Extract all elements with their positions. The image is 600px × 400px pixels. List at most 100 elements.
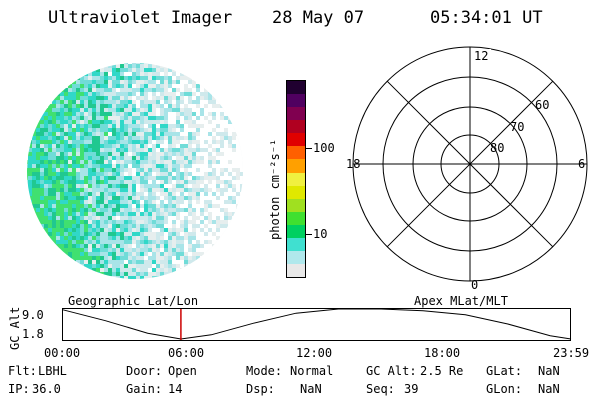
disk-pixel	[184, 228, 188, 232]
disk-pixel	[188, 160, 192, 164]
disk-pixel	[212, 136, 216, 140]
disk-pixel	[164, 84, 168, 88]
disk-pixel	[212, 244, 216, 248]
disk-pixel	[232, 188, 236, 192]
disk-pixel	[192, 76, 196, 80]
disk-pixel	[220, 192, 224, 196]
disk-pixel	[192, 100, 196, 104]
disk-pixel	[116, 120, 120, 124]
disk-pixel	[80, 208, 84, 212]
disk-pixel	[44, 156, 48, 160]
disk-pixel	[208, 156, 212, 160]
disk-pixel	[208, 212, 212, 216]
disk-pixel	[168, 104, 172, 108]
disk-pixel	[212, 248, 216, 252]
disk-pixel	[108, 92, 112, 96]
disk-pixel	[108, 276, 112, 279]
disk-pixel	[48, 164, 52, 168]
disk-pixel	[84, 180, 88, 184]
disk-pixel	[128, 248, 132, 252]
disk-pixel	[100, 200, 104, 204]
disk-pixel	[76, 212, 80, 216]
disk-pixel	[220, 172, 224, 176]
disk-pixel	[204, 240, 208, 244]
disk-pixel	[160, 244, 164, 248]
disk-pixel	[48, 152, 52, 156]
colorbar-segment	[287, 81, 305, 95]
disk-pixel	[184, 252, 188, 256]
disk-pixel	[72, 92, 76, 96]
disk-pixel	[132, 216, 136, 220]
disk-pixel	[168, 196, 172, 200]
disk-pixel	[136, 108, 140, 112]
disk-pixel	[176, 76, 180, 80]
disk-pixel	[120, 160, 124, 164]
disk-pixel	[108, 80, 112, 84]
disk-pixel	[168, 144, 172, 148]
disk-pixel	[152, 136, 156, 140]
disk-pixel	[132, 164, 136, 168]
disk-pixel	[136, 212, 140, 216]
disk-pixel	[88, 156, 92, 160]
disk-pixel	[200, 144, 204, 148]
disk-pixel	[148, 176, 152, 180]
disk-pixel	[164, 128, 168, 132]
disk-pixel	[140, 248, 144, 252]
disk-pixel	[84, 172, 88, 176]
disk-pixel	[184, 172, 188, 176]
disk-pixel	[188, 108, 192, 112]
disk-pixel	[156, 84, 160, 88]
disk-pixel	[76, 100, 80, 104]
disk-pixel	[116, 128, 120, 132]
disk-pixel	[48, 176, 52, 180]
disk-pixel	[232, 172, 236, 176]
disk-pixel	[140, 224, 144, 228]
disk-pixel	[36, 220, 40, 224]
disk-pixel	[108, 84, 112, 88]
disk-pixel	[160, 124, 164, 128]
disk-pixel	[224, 196, 228, 200]
disk-pixel	[236, 168, 240, 172]
disk-pixel	[156, 80, 160, 84]
disk-pixel	[64, 228, 68, 232]
disk-pixel	[148, 124, 152, 128]
disk-pixel	[76, 176, 80, 180]
disk-pixel	[64, 104, 68, 108]
disk-pixel	[156, 180, 160, 184]
info-glat-value: NaN	[538, 364, 560, 378]
disk-pixel	[112, 84, 116, 88]
disk-pixel	[108, 192, 112, 196]
disk-pixel	[108, 108, 112, 112]
disk-pixel	[52, 128, 56, 132]
disk-pixel	[216, 248, 220, 252]
disk-pixel	[160, 148, 164, 152]
disk-pixel	[32, 196, 36, 200]
disk-pixel	[76, 136, 80, 140]
disk-pixel	[132, 220, 136, 224]
disk-pixel	[112, 100, 116, 104]
disk-pixel	[64, 232, 68, 236]
disk-pixel	[120, 68, 124, 72]
disk-pixel	[168, 256, 172, 260]
disk-pixel	[28, 168, 32, 172]
disk-pixel	[212, 236, 216, 240]
disk-pixel	[112, 104, 116, 108]
disk-pixel	[196, 144, 200, 148]
disk-pixel	[88, 252, 92, 256]
disk-pixel	[224, 128, 228, 132]
disk-pixel	[68, 100, 72, 104]
disk-pixel	[52, 224, 56, 228]
disk-pixel	[240, 180, 243, 184]
disk-pixel	[156, 136, 160, 140]
disk-pixel	[152, 172, 156, 176]
disk-pixel	[80, 192, 84, 196]
disk-pixel	[88, 148, 92, 152]
disk-pixel	[184, 224, 188, 228]
disk-pixel	[232, 132, 236, 136]
disk-pixel	[232, 212, 236, 216]
disk-pixel	[168, 268, 172, 272]
disk-pixel	[216, 188, 220, 192]
disk-pixel	[196, 92, 200, 96]
disk-pixel	[224, 216, 228, 220]
disk-pixel	[176, 168, 180, 172]
